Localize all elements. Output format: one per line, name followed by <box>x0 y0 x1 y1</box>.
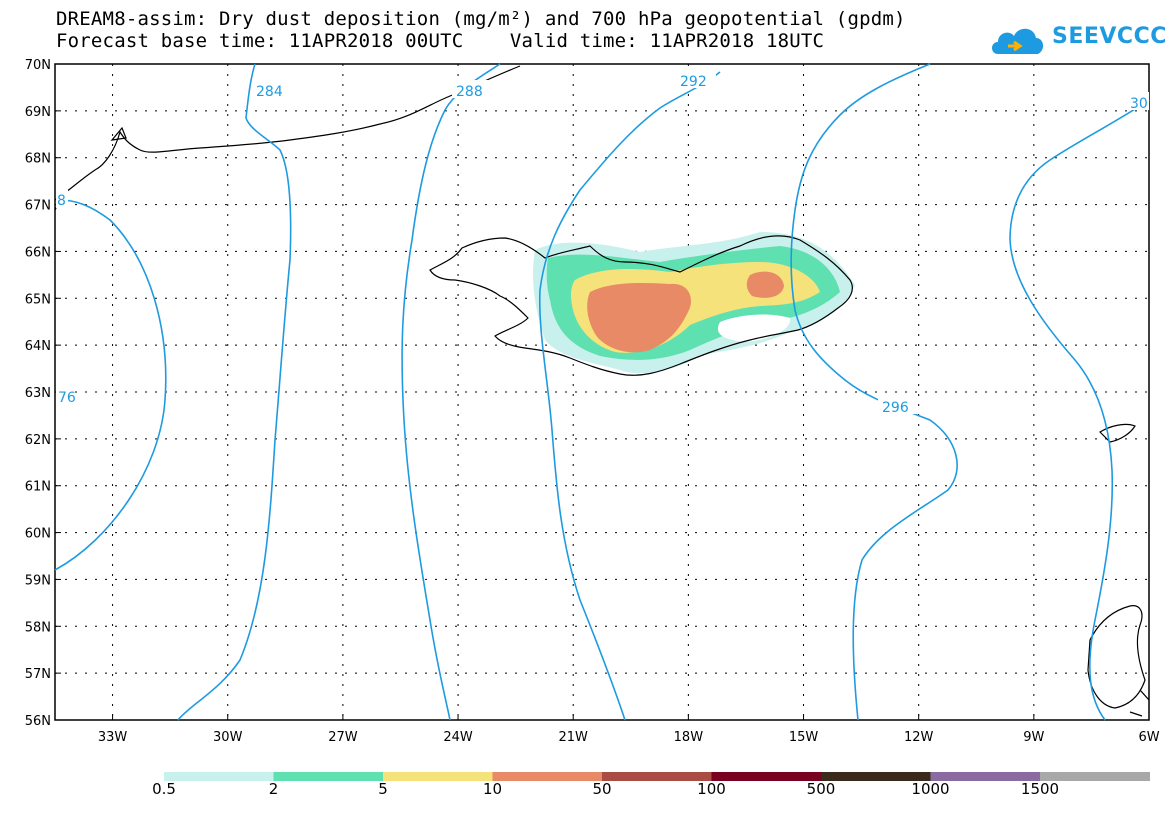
lat-label: 57N <box>25 667 51 682</box>
lon-label: 12W <box>904 730 934 745</box>
lat-label: 68N <box>25 152 51 167</box>
lon-label: 6W <box>1138 730 1159 745</box>
lat-label: 59N <box>25 573 51 588</box>
contour-label-280: 8 <box>57 193 66 209</box>
logo-text: SEEVCCC <box>1052 24 1167 49</box>
lon-label: 15W <box>789 730 819 745</box>
lat-label: 70N <box>25 58 51 73</box>
lat-label: 66N <box>25 245 51 260</box>
lon-label: 18W <box>674 730 704 745</box>
lat-label: 64N <box>25 339 51 354</box>
contour-280 <box>54 199 167 571</box>
legend-colorbar <box>164 772 1150 781</box>
contour-label-292: 292 <box>680 74 707 90</box>
legend-swatch <box>821 772 931 781</box>
lat-label: 61N <box>25 480 51 495</box>
legend-swatch <box>164 772 274 781</box>
contour-284 <box>177 63 292 721</box>
legend-label: 1000 <box>911 780 950 798</box>
lon-label: 30W <box>213 730 243 745</box>
map-title: DREAM8-assim: Dry dust deposition (mg/m²… <box>56 8 906 30</box>
contour-label-300: 30 <box>1130 96 1148 112</box>
contour-label-276: 76 <box>58 390 76 406</box>
deposition-area-10-east <box>746 271 784 298</box>
legend-swatch <box>602 772 712 781</box>
contour-300 <box>1009 99 1150 721</box>
legend-swatch <box>383 772 493 781</box>
legend-swatch <box>711 772 822 781</box>
contour-label-284: 284 <box>256 84 283 100</box>
legend-label: 5 <box>378 780 388 798</box>
contour-label-288: 288 <box>456 84 483 100</box>
cloud-logo-icon <box>992 28 1044 54</box>
lat-label: 58N <box>25 620 51 635</box>
lat-label: 63N <box>25 386 51 401</box>
legend-swatch <box>273 772 384 781</box>
lon-label: 27W <box>328 730 358 745</box>
map-frame <box>54 63 1150 721</box>
legend-swatch <box>492 772 603 781</box>
contour-296 <box>790 63 958 721</box>
legend-label: 10 <box>482 780 503 798</box>
legend-label: 1500 <box>1020 780 1060 798</box>
lon-label: 21W <box>559 730 589 745</box>
deposition-area-10-west <box>587 282 691 353</box>
iceland-coast <box>429 235 853 376</box>
coastlines <box>54 65 1150 717</box>
geopotential-contours <box>54 63 1150 721</box>
legend-swatch <box>930 772 1041 781</box>
lon-label: 24W <box>443 730 473 745</box>
scotland-coast <box>1087 605 1146 709</box>
forecast-times: Forecast base time: 11APR2018 00UTC Vali… <box>56 30 825 52</box>
lat-label: 65N <box>25 292 51 307</box>
legend-label: 0.5 <box>152 780 176 798</box>
legend-label: 2 <box>268 780 279 798</box>
contour-labels: 284 288 292 296 30 76 8 <box>56 70 1149 416</box>
lon-label: 33W <box>98 730 128 745</box>
latitude-labels: 70N 69N 68N 67N 66N 65N 64N 63N 62N 61N 60N 59N 58N 5… <box>25 58 51 729</box>
faroe-coast <box>1099 423 1136 443</box>
contour-label-296: 296 <box>882 400 909 416</box>
greenland-coast <box>54 65 521 201</box>
legend-label: 50 <box>592 780 612 798</box>
contour-288 <box>401 63 501 721</box>
legend-label: 100 <box>697 780 726 798</box>
contour-292 <box>538 71 721 721</box>
legend-label: 500 <box>806 780 836 798</box>
map-gridlines <box>55 63 1150 721</box>
lat-label: 69N <box>25 105 51 120</box>
legend-swatch <box>1040 772 1150 781</box>
dust-deposition-shading <box>533 232 855 374</box>
longitude-labels: 33W 30W 27W 24W 21W 18W 15W 12W 9W 6W <box>98 730 1160 745</box>
lon-label: 9W <box>1023 730 1044 745</box>
lat-label: 56N <box>25 714 51 729</box>
lat-label: 67N <box>25 199 51 214</box>
lat-label: 60N <box>25 527 51 542</box>
lat-label: 62N <box>25 433 51 448</box>
